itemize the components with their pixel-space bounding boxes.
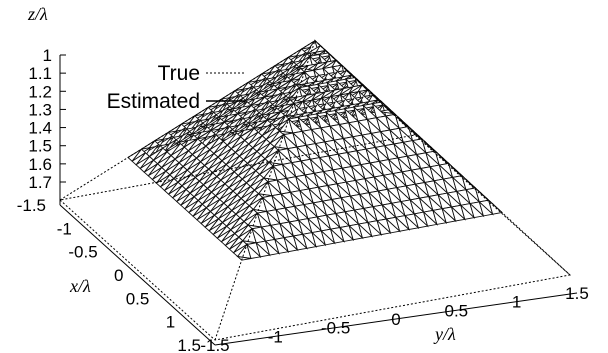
y-tick-label: 1 <box>512 293 521 312</box>
y-tick-label: 0.5 <box>445 301 469 320</box>
z-tick-label: 1.6 <box>28 155 52 174</box>
z-tick-label: 1.4 <box>28 119 52 138</box>
x-tick-label: 0.5 <box>126 289 150 308</box>
y-tick-label: 1.5 <box>565 284 589 303</box>
z-tick-label: 1.3 <box>28 100 52 119</box>
x-tick-label: 0 <box>114 266 123 285</box>
x-tick-label: -0.5 <box>68 243 97 262</box>
z-tick-label: 1.1 <box>28 64 52 83</box>
z-tick-label: 1 <box>43 46 52 65</box>
z-tick-label: 1.5 <box>28 137 52 156</box>
y-axis-label: y/λ <box>433 324 456 344</box>
z-tick-label: 1.7 <box>28 173 52 192</box>
x-tick-label: -1 <box>57 219 72 238</box>
x-tick-label: 1.5 <box>177 336 201 353</box>
y-tick-label: -0.5 <box>321 319 350 338</box>
y-tick-label: -1 <box>268 327 283 346</box>
legend-entry-estimated: Estimated <box>107 90 200 113</box>
z-axis-label: z/λ <box>27 4 48 24</box>
z-tick-label: 1.2 <box>28 82 52 101</box>
x-axis-line <box>60 205 215 345</box>
y-tick-label: 0 <box>391 310 400 329</box>
x-axis-label: x/λ <box>69 276 91 296</box>
x-tick-label: -1.5 <box>17 196 46 215</box>
x-tick-label: 1 <box>166 313 175 332</box>
y-tick-label: -1.5 <box>200 336 229 353</box>
legend-entry-true: True <box>158 62 200 85</box>
